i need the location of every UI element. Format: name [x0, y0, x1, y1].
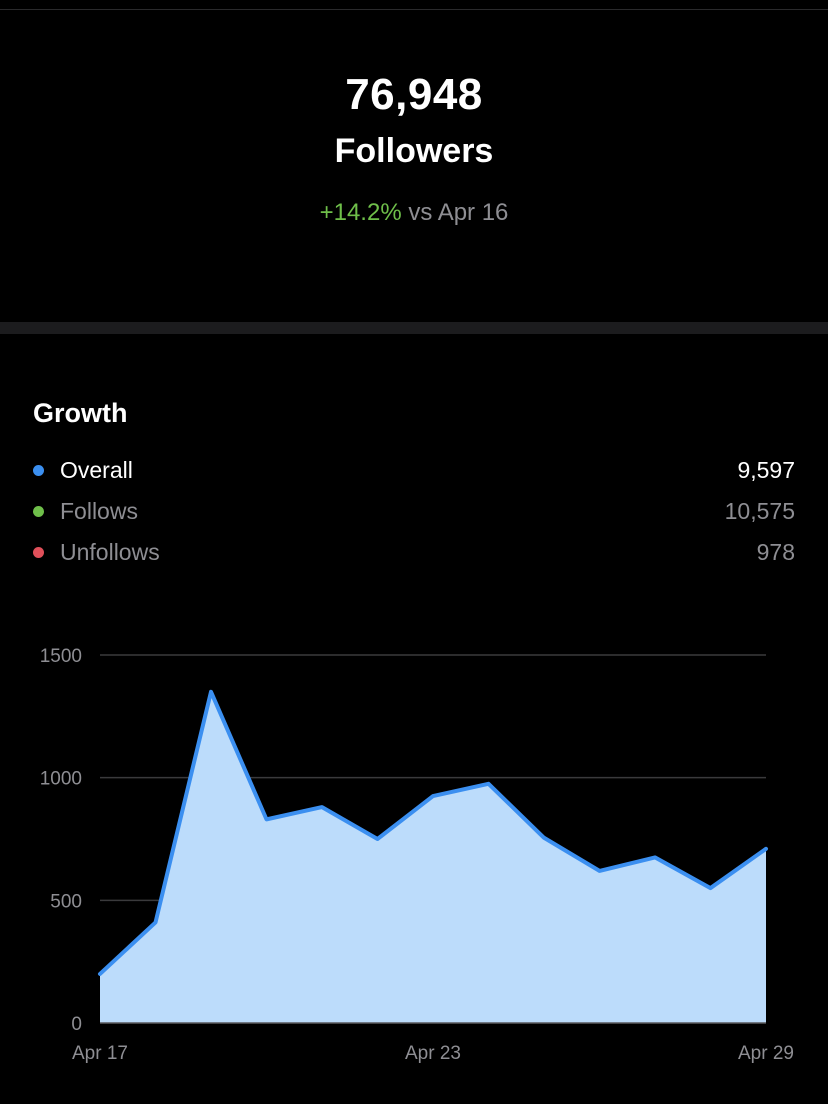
y-tick-label: 0	[71, 1014, 82, 1035]
follows-dot-icon	[33, 506, 44, 517]
legend-follows[interactable]: Follows 10,575	[33, 495, 795, 529]
follower-change: +14.2% vs Apr 16	[0, 199, 828, 227]
legend-label: Overall	[60, 457, 133, 483]
followers-summary: 76,948 Followers +14.2% vs Apr 16	[0, 0, 828, 322]
growth-chart[interactable]: 0 500 1000 1500 Apr 17 Apr 23 Apr 29	[0, 630, 828, 1070]
legend-unfollows[interactable]: Unfollows 978	[33, 536, 795, 570]
growth-chart-svg: 0 500 1000 1500 Apr 17 Apr 23 Apr 29	[40, 646, 794, 1064]
section-divider	[0, 322, 828, 334]
change-comparison: vs Apr 16	[408, 199, 509, 226]
legend-label: Unfollows	[60, 539, 160, 565]
legend-overall[interactable]: Overall 9,597	[33, 454, 795, 488]
follower-count: 76,948	[345, 70, 483, 119]
change-percent: +14.2%	[319, 199, 402, 226]
y-tick-label: 1500	[40, 646, 82, 667]
x-tick-label: Apr 29	[738, 1043, 794, 1064]
overall-dot-icon	[33, 465, 44, 476]
follower-count-label: Followers	[334, 132, 494, 170]
growth-title: Growth	[33, 398, 128, 428]
legend-value: 978	[756, 539, 795, 565]
y-tick-label: 1000	[40, 769, 82, 790]
area-fill	[100, 691, 766, 1023]
top-divider	[0, 9, 828, 10]
legend-value: 10,575	[724, 498, 795, 524]
legend-value: 9,597	[737, 457, 795, 483]
x-tick-label: Apr 23	[405, 1043, 461, 1064]
legend-label: Follows	[60, 498, 138, 524]
unfollows-dot-icon	[33, 547, 44, 558]
x-tick-label: Apr 17	[72, 1043, 128, 1064]
y-tick-label: 500	[50, 891, 82, 912]
